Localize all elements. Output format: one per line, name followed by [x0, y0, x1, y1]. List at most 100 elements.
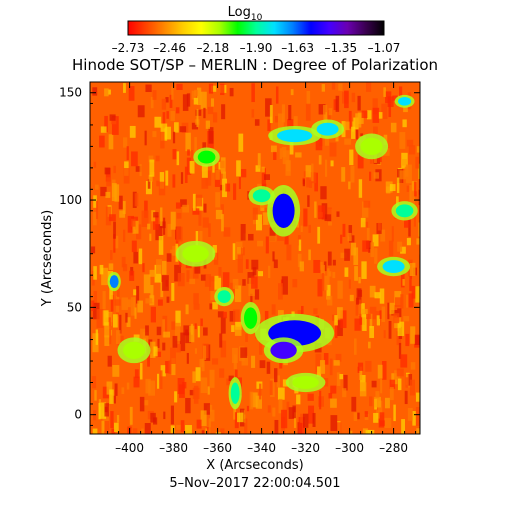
texture-cell — [174, 391, 178, 403]
texture-cell — [343, 374, 348, 391]
texture-cell — [145, 378, 151, 394]
texture-cell — [339, 374, 344, 380]
texture-cell — [369, 285, 376, 298]
texture-cell — [145, 298, 153, 304]
texture-cell — [308, 405, 315, 424]
texture-cell — [379, 310, 382, 319]
texture-cell — [337, 307, 343, 319]
texture-cell — [158, 235, 164, 255]
texture-cell — [221, 213, 224, 232]
texture-cell — [415, 406, 420, 426]
texture-cell — [159, 172, 165, 189]
texture-cell — [100, 126, 107, 133]
heatmap-feature — [272, 193, 295, 228]
texture-cell — [96, 200, 99, 220]
texture-cell — [267, 119, 271, 132]
texture-cell — [214, 275, 222, 290]
texture-cell — [337, 320, 343, 337]
texture-cell — [128, 86, 135, 101]
texture-cell — [140, 362, 143, 380]
texture-cell — [169, 94, 173, 108]
texture-cell — [98, 399, 102, 407]
texture-cell — [366, 313, 372, 320]
texture-cell — [234, 285, 242, 303]
y-tick-label: 150 — [59, 86, 82, 100]
texture-cell — [371, 380, 377, 388]
texture-cell — [212, 112, 218, 123]
texture-cell — [296, 394, 301, 405]
texture-cell — [111, 183, 117, 202]
texture-cell — [153, 212, 159, 218]
texture-cell — [194, 323, 197, 330]
texture-cell — [150, 284, 154, 302]
texture-cell — [335, 353, 342, 362]
texture-cell — [320, 265, 326, 274]
texture-cell — [141, 428, 144, 434]
texture-cell — [159, 221, 166, 229]
texture-cell — [208, 83, 214, 94]
texture-cell — [91, 246, 96, 254]
texture-cell — [362, 428, 368, 434]
texture-cell — [189, 278, 196, 285]
texture-cell — [408, 293, 414, 308]
texture-cell — [160, 370, 163, 390]
texture-cell — [267, 405, 271, 413]
texture-cell — [125, 312, 128, 323]
texture-cell — [219, 368, 225, 378]
texture-cell — [393, 313, 400, 324]
texture-cell — [219, 333, 223, 348]
texture-cell — [415, 392, 420, 402]
texture-cell — [275, 86, 279, 104]
texture-cell — [300, 413, 304, 423]
texture-cell — [175, 310, 181, 327]
texture-cell — [152, 90, 157, 100]
texture-cell — [335, 95, 340, 112]
texture-cell — [408, 218, 411, 237]
texture-cell — [157, 373, 160, 389]
texture-cell — [274, 115, 279, 123]
texture-cell — [286, 401, 290, 410]
texture-cell — [324, 159, 328, 177]
texture-cell — [286, 160, 291, 172]
texture-cell — [307, 393, 314, 401]
heatmap-feature — [360, 137, 383, 155]
texture-cell — [135, 224, 142, 240]
texture-cell — [192, 208, 200, 215]
texture-cell — [207, 106, 214, 115]
texture-cell — [208, 276, 215, 291]
texture-cell — [413, 214, 416, 227]
date-label: 5–Nov–2017 22:00:04.501 — [169, 476, 340, 491]
texture-cell — [412, 411, 416, 426]
texture-cell — [281, 276, 288, 295]
texture-cell — [261, 166, 265, 173]
texture-cell — [365, 360, 372, 372]
texture-cell — [406, 294, 409, 308]
texture-cell — [119, 210, 126, 218]
x-tick-label: –400 — [115, 441, 144, 455]
texture-cell — [112, 364, 120, 377]
heatmap-feature — [395, 204, 414, 218]
texture-cell — [137, 300, 143, 313]
texture-cell — [196, 109, 199, 128]
texture-cell — [343, 121, 350, 131]
texture-cell — [242, 279, 246, 286]
texture-cell — [373, 172, 379, 179]
texture-cell — [255, 395, 262, 409]
texture-cell — [331, 82, 336, 90]
texture-cell — [153, 346, 158, 357]
texture-cell — [321, 273, 324, 292]
texture-cell — [177, 273, 185, 287]
texture-cell — [176, 151, 180, 166]
texture-cell — [284, 234, 289, 245]
texture-cell — [119, 314, 122, 334]
texture-cell — [310, 172, 317, 184]
texture-cell — [269, 227, 276, 242]
texture-cell — [255, 214, 262, 231]
texture-cell — [265, 236, 269, 254]
texture-cell — [148, 174, 153, 182]
texture-cell — [282, 379, 289, 387]
texture-cell — [317, 366, 322, 377]
heatmap-feature — [316, 122, 339, 136]
colorbar-tick-label: –1.35 — [324, 41, 357, 55]
texture-cell — [180, 172, 184, 184]
